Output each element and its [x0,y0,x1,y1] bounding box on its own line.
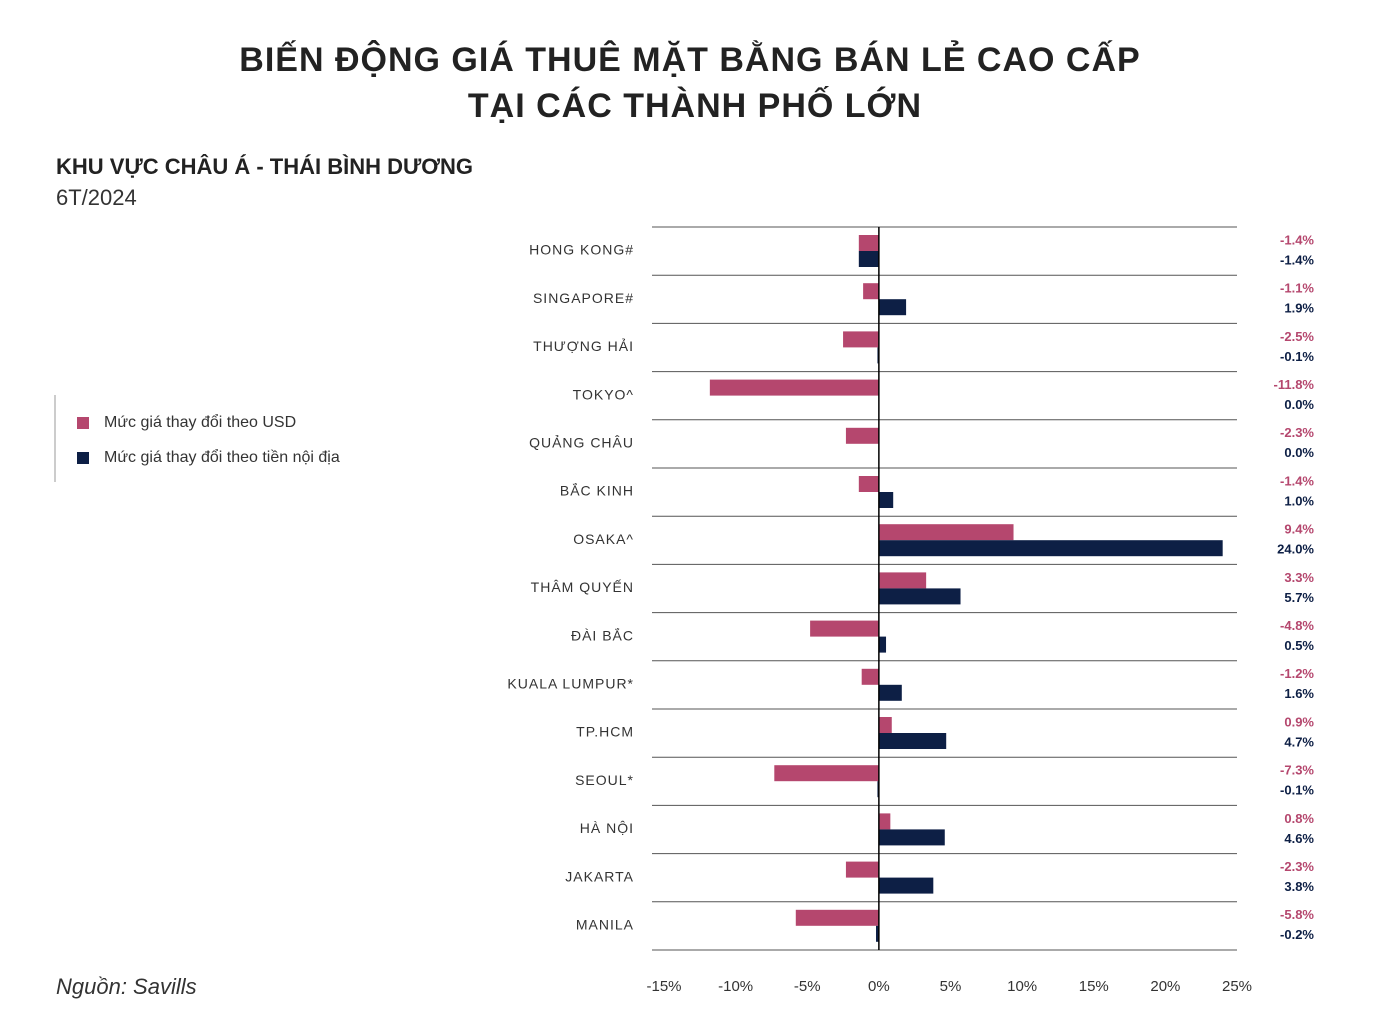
category-label: KUALA LUMPUR* [507,676,634,692]
value-label: -1.2% [1280,666,1314,681]
x-tick-label: 15% [1079,978,1109,995]
bar [878,588,961,605]
bar [878,733,947,749]
x-tick-label: -10% [718,978,753,995]
x-tick-label: 20% [1150,978,1180,995]
category-label: HÀ NỘI [580,820,634,836]
x-tick-label: 10% [1007,978,1037,995]
value-label: -0.2% [1280,927,1314,942]
bar [810,620,879,637]
value-label: 1.6% [1284,686,1314,701]
bar [878,829,945,846]
value-label: 3.8% [1284,879,1314,894]
x-tick-label: -15% [646,978,681,995]
bar [858,251,879,267]
value-label: -2.3% [1280,859,1314,874]
value-label: 24.0% [1277,542,1314,557]
bar [876,925,879,942]
x-tick-label: 0% [868,978,890,995]
value-label: 1.0% [1284,493,1314,508]
source: Nguồn: Savills [56,974,197,999]
bar [878,877,934,894]
category-label: QUẢNG CHÂU [529,435,634,451]
category-label: TOKYO^ [573,386,634,402]
value-label: -0.1% [1280,349,1314,364]
bar [878,299,907,316]
value-label: -11.8% [1274,377,1315,392]
bar [878,524,1014,541]
category-label: SINGAPORE# [533,290,634,306]
bar [843,331,879,348]
chart-title: TẠI CÁC THÀNH PHỐ LỚN [468,86,922,125]
value-label: 0.0% [1284,445,1314,460]
x-tick-label: 5% [940,978,962,995]
value-label: -1.4% [1280,232,1314,247]
value-label: 1.9% [1284,301,1314,316]
bar [774,765,879,782]
value-label: -2.3% [1280,425,1314,440]
x-tick-label: 25% [1222,978,1252,995]
bar [878,684,902,701]
chart-title: BIẾN ĐỘNG GIÁ THUÊ MẶT BẰNG BÁN LẺ CAO C… [239,40,1140,79]
value-label: 3.3% [1284,570,1314,585]
category-label: MANILA [576,917,634,933]
bar [878,717,892,733]
value-label: -5.8% [1280,907,1314,922]
x-tick-label: -5% [794,978,821,995]
value-label: 0.9% [1284,714,1314,729]
value-label: -2.5% [1280,329,1314,344]
bar [795,909,879,926]
bar [861,668,879,685]
category-label: SEOUL* [575,772,634,788]
bar [845,861,879,878]
legend-label: Mức giá thay đổi theo USD [104,413,296,431]
bar [878,813,891,830]
bar [878,492,894,508]
category-label: JAKARTA [565,868,634,884]
bar [878,540,1223,557]
category-label: THƯỢNG HẢI [533,338,634,354]
value-label: -1.1% [1280,281,1314,296]
legend-label: Mức giá thay đổi theo tiền nội địa [104,448,340,466]
period: 6T/2024 [56,185,137,210]
value-label: -1.4% [1280,252,1314,267]
legend-swatch [77,417,89,429]
value-label: 0.5% [1284,638,1314,653]
value-label: 0.0% [1284,397,1314,412]
value-label: -1.4% [1280,473,1314,488]
bar [858,476,879,492]
value-label: -7.3% [1280,763,1314,778]
value-label: 4.7% [1284,734,1314,749]
category-label: BẮC KINH [560,482,634,499]
value-label: 4.6% [1284,831,1314,846]
subtitle: KHU VỰC CHÂU Á - THÁI BÌNH DƯƠNG [56,154,473,179]
value-label: 0.8% [1284,811,1314,826]
bar [709,379,879,396]
bar [878,572,927,589]
category-label: TP.HCM [576,724,634,740]
legend-swatch [77,452,89,464]
category-label: ĐÀI BẮC [571,626,634,643]
bar [878,636,887,653]
value-label: 9.4% [1284,522,1314,537]
category-label: THÂM QUYẾN [531,579,634,595]
value-label: -0.1% [1280,783,1314,798]
bar [858,235,879,251]
category-label: HONG KONG# [529,242,634,258]
bar [845,427,879,444]
bar [863,283,879,300]
value-label: 5.7% [1284,590,1314,605]
value-label: -4.8% [1280,618,1314,633]
category-label: OSAKA^ [573,531,634,547]
